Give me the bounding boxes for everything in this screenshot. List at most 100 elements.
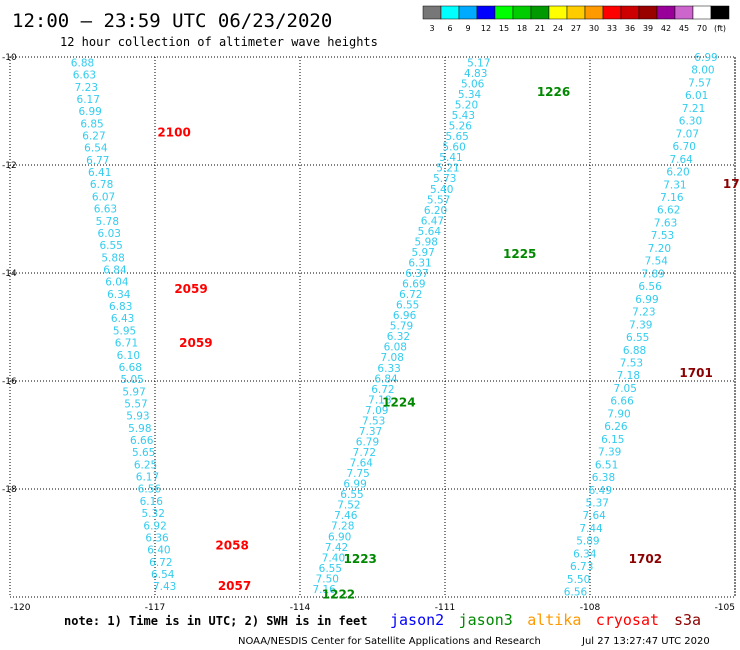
colorbar-swatch [620,5,640,20]
colorbar-swatch [512,5,532,20]
legend-entry-jason2: jason2 [390,611,444,629]
wave-height-value: 6.72 [149,557,172,569]
wave-height-value: 7.64 [669,154,693,166]
chart-subtitle: 12 hour collection of altimeter wave hei… [60,35,378,49]
wave-height-value: 6.83 [109,301,132,313]
wave-height-value: 6.55 [319,563,342,575]
wave-height-value: 7.31 [663,179,686,191]
wave-height-value: 6.85 [80,118,103,130]
wave-height-value: 6.68 [119,362,142,374]
wave-height-value: 7.39 [629,319,652,331]
wave-height-value: 5.98 [128,423,151,435]
wave-height-value: 7.05 [614,383,637,395]
y-tick-label: -18 [2,485,17,495]
pass-time-label: 1702 [629,552,662,566]
wave-height-value: 6.54 [151,569,175,581]
wave-height-value: 6.04 [105,277,129,289]
wave-height-value: 6.17 [136,472,159,484]
wave-height-value: 6.30 [679,116,702,128]
wave-height-value: 7.53 [362,415,385,427]
x-tick-label: -117 [145,603,165,613]
wave-height-value: 6.51 [595,459,618,471]
x-tick-label: -120 [10,603,31,613]
legend-entry-jason3: jason3 [459,611,513,629]
wave-height-value: 7.54 [645,256,669,268]
colorbar-swatch [674,5,694,20]
wave-height-value: 5.93 [126,411,149,423]
wave-height-value: 6.99 [635,294,658,306]
wave-height-value: 6.84 [103,264,127,276]
colorbar-swatch [566,5,586,20]
pass-time-label: 2058 [215,539,248,553]
colorbar-swatch [476,5,496,20]
satellite-legend: jason2 jason3 altika cryosat s3a [390,611,701,629]
wave-height-value: 5.17 [467,57,490,69]
colorbar-label: 30 [589,24,599,33]
colorbar-label: 24 [553,24,563,33]
wave-height-value: 7.53 [620,357,643,369]
wave-height-value: 7.23 [632,307,655,319]
wave-height-value: 6.41 [88,167,111,179]
wave-height-value: 6.16 [140,496,164,508]
wave-height-value: 6.77 [86,155,109,167]
pass-time-label: 1700 [723,177,740,191]
pass-time-label: 1225 [503,247,536,261]
wave-height-value: 7.18 [617,370,640,382]
wave-height-value: 7.43 [153,581,176,593]
wave-height-value: 5.97 [122,386,145,398]
wave-height-value: 6.31 [408,257,431,269]
wave-height-value: 7.23 [75,82,98,94]
wave-height-value: 6.63 [73,70,96,82]
colorbar-swatch [422,5,442,20]
wave-height-value: 6.26 [604,421,628,433]
wave-height-tracks: 7.167.506.557.407.426.907.287.467.526.55… [71,52,740,601]
x-tick-label: -105 [715,603,735,613]
wave-height-value: 7.89 [641,268,664,280]
colorbar-swatch [458,5,478,20]
wave-height-value: 7.90 [607,408,630,420]
wave-height-value: 7.52 [337,500,360,512]
colorbar-swatch [692,5,712,20]
colorbar-swatch [494,5,514,20]
colorbar-swatch [548,5,568,20]
wave-height-value: 6.43 [111,313,134,325]
wave-height-value: 5.89 [576,536,599,548]
color-scale-bar: 3 6 9 12 15 18 21 24 27 30 33 36 39 42 45 70 (ft) [422,5,730,33]
pass-time-label: 1224 [382,396,415,410]
wave-height-value: 7.40 [322,552,345,564]
footnote: note: 1) Time is in UTC; 2) SWH is in fe… [64,614,367,628]
wave-height-value: 7.16 [312,584,336,596]
wave-height-value: 5.73 [433,173,456,185]
wave-height-value: 5.50 [567,574,590,586]
wave-height-value: 6.17 [77,94,100,106]
chart-title: 12:00 – 23:59 UTC 06/23/2020 [12,10,332,32]
wave-height-value: 7.75 [346,468,369,480]
colorbar-label: 21 [535,24,545,33]
wave-height-value: 5.32 [142,508,165,520]
wave-height-value: 7.63 [654,217,677,229]
credit-text: NOAA/NESDIS Center for Satellite Applica… [238,636,541,647]
wave-height-value: 5.40 [430,184,453,196]
wave-height-value: 5.26 [449,121,473,133]
colorbar-label: 45 [679,24,689,33]
wave-height-value: 7.16 [660,192,684,204]
wave-height-value: 6.55 [99,240,122,252]
x-tick-label: -108 [580,603,601,613]
colorbar-label: 6 [447,24,452,33]
wave-height-value: 7.53 [651,230,674,242]
y-tick-label: -16 [2,377,17,387]
wave-height-value: 6.33 [377,363,400,375]
wave-height-value: 7.20 [648,243,671,255]
wave-height-value: 5.79 [390,321,413,333]
wave-height-value: 6.47 [421,215,444,227]
wave-height-value: 7.42 [325,542,348,554]
wave-height-value: 5.21 [436,163,459,175]
wave-height-value: 7.46 [334,510,358,522]
wave-height-value: 6.37 [405,268,428,280]
wave-height-value: 7.64 [350,458,374,470]
wave-height-value: 5.43 [452,110,475,122]
wave-height-value: 6.69 [402,279,425,291]
wave-height-value: 7.64 [582,510,606,522]
wave-height-value: 6.32 [387,331,410,343]
pass-time-label: 1701 [679,366,712,380]
